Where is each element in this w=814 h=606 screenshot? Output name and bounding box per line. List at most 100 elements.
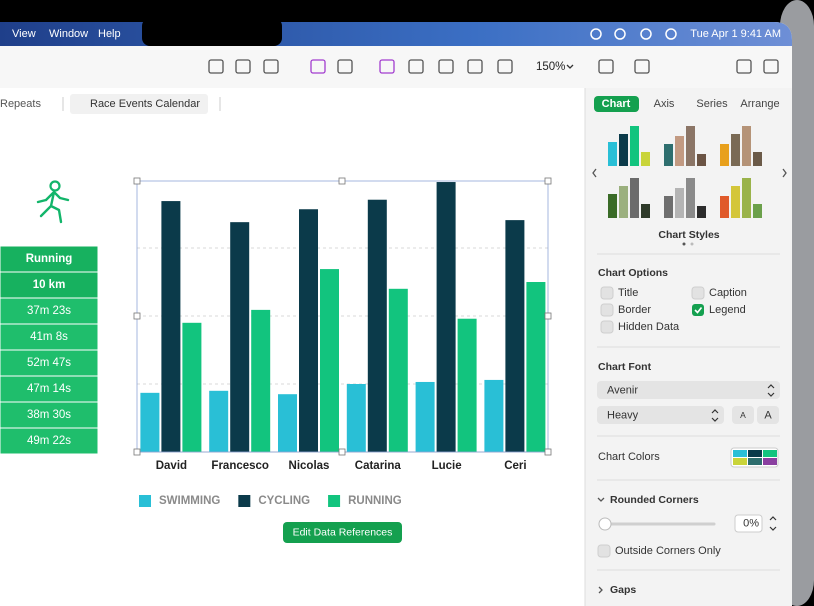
bar[interactable] <box>230 222 250 452</box>
sheet-tab[interactable]: Repeats <box>0 98 41 110</box>
toolbar-button[interactable] <box>337 59 353 74</box>
style-thumb-bar[interactable] <box>664 196 673 218</box>
style-thumb-bar[interactable] <box>608 194 617 218</box>
toolbar-button[interactable] <box>235 59 251 74</box>
toolbar-button[interactable] <box>497 59 513 74</box>
selection-handle[interactable] <box>133 312 141 320</box>
style-thumb-bar[interactable] <box>630 178 639 218</box>
style-thumb-bar[interactable] <box>742 178 751 218</box>
style-thumb-bar[interactable] <box>686 178 695 218</box>
style-thumb-bar[interactable] <box>753 204 762 218</box>
toolbar-button[interactable] <box>263 59 279 74</box>
sidebar-tab[interactable]: Axis <box>654 98 675 110</box>
style-thumb-bar[interactable] <box>641 152 650 166</box>
toolbar-button[interactable] <box>438 59 454 74</box>
checkbox-label[interactable]: Outside Corners Only <box>615 545 721 557</box>
style-thumb-bar[interactable] <box>675 188 684 218</box>
selection-handle[interactable] <box>544 312 552 320</box>
size-button-label[interactable]: A <box>740 410 746 420</box>
checkbox[interactable] <box>600 320 614 334</box>
zoom[interactable]: 150% <box>536 61 565 73</box>
bar[interactable] <box>367 199 387 452</box>
checkbox[interactable] <box>597 544 611 558</box>
stepper[interactable] <box>769 516 777 531</box>
edit-data-button-label[interactable]: Edit Data References <box>293 526 393 538</box>
bar[interactable] <box>346 384 366 452</box>
bar[interactable] <box>140 392 160 452</box>
style-thumb-bar[interactable] <box>619 134 628 166</box>
bar[interactable] <box>299 209 318 452</box>
style-thumb-bar[interactable] <box>630 126 639 166</box>
toolbar-button[interactable] <box>379 59 395 74</box>
sidebar-tab[interactable]: Chart <box>602 98 631 110</box>
style-thumb-bar[interactable] <box>753 152 762 166</box>
checkbox-label[interactable]: Title <box>618 287 638 299</box>
toolbar-button[interactable] <box>598 59 614 74</box>
bar[interactable] <box>415 381 435 452</box>
style-thumb-bar[interactable] <box>720 196 729 218</box>
checkbox-label[interactable]: Caption <box>709 287 747 299</box>
slider-knob[interactable] <box>598 517 612 531</box>
edit-data-button[interactable] <box>283 522 402 543</box>
menu-item[interactable]: View <box>12 28 36 40</box>
style-thumb-bar[interactable] <box>697 206 706 218</box>
size-button[interactable] <box>757 406 779 424</box>
checkbox-label[interactable]: Border <box>618 304 651 316</box>
selection-handle[interactable] <box>133 448 141 456</box>
selection-handle[interactable] <box>133 177 141 185</box>
bar[interactable] <box>457 318 477 452</box>
style-thumb-bar[interactable] <box>641 204 650 218</box>
selection-handle[interactable] <box>338 177 346 185</box>
checkbox[interactable] <box>692 304 704 316</box>
toolbar-button[interactable] <box>310 59 326 74</box>
menu-item[interactable]: Window <box>49 28 88 40</box>
size-button[interactable] <box>732 406 754 424</box>
bar[interactable] <box>182 322 202 452</box>
sidebar-tab[interactable]: Series <box>696 98 728 110</box>
selection-handle[interactable] <box>338 448 346 456</box>
bar[interactable] <box>320 269 339 452</box>
selection-handle[interactable] <box>544 177 552 185</box>
style-thumb-bar[interactable] <box>686 126 695 166</box>
style-thumb-bar[interactable] <box>697 154 706 166</box>
checkbox[interactable] <box>691 286 705 300</box>
bar[interactable] <box>388 288 408 452</box>
style-thumb-bar[interactable] <box>675 136 684 166</box>
toolbar-button[interactable] <box>408 59 424 74</box>
bar[interactable] <box>436 182 456 453</box>
section-title[interactable]: Gaps <box>610 584 636 596</box>
bar[interactable] <box>251 309 271 452</box>
bar[interactable] <box>278 394 297 452</box>
style-thumb-bar[interactable] <box>720 144 729 166</box>
toolbar-button[interactable] <box>467 59 483 74</box>
toolbar-button[interactable] <box>763 59 779 74</box>
style-thumb-bar[interactable] <box>608 142 617 166</box>
sidebar-tab[interactable]: Arrange <box>740 98 779 110</box>
style-thumb-bar[interactable] <box>731 134 740 166</box>
weight-popup[interactable] <box>597 406 724 424</box>
checkbox[interactable] <box>600 303 614 317</box>
bar[interactable] <box>209 390 229 452</box>
style-thumb-bar[interactable] <box>619 186 628 218</box>
style-thumb-bar[interactable] <box>664 144 673 166</box>
menu-item[interactable]: Help <box>98 28 121 40</box>
size-button-label[interactable]: A <box>764 409 772 421</box>
section-title[interactable]: Rounded Corners <box>610 494 699 506</box>
value-field[interactable] <box>734 514 763 533</box>
style-thumb-bar[interactable] <box>731 186 740 218</box>
toolbar-button[interactable] <box>736 59 752 74</box>
weight-value[interactable]: Heavy <box>607 409 639 421</box>
font-popup[interactable] <box>597 381 780 399</box>
style-thumb-bar[interactable] <box>742 126 751 166</box>
toolbar-button[interactable] <box>208 59 224 74</box>
selection-handle[interactable] <box>544 448 552 456</box>
sheet-tab[interactable]: Race Events Calendar <box>90 98 200 110</box>
bar[interactable] <box>484 379 504 452</box>
checkbox-label[interactable]: Hidden Data <box>618 321 680 333</box>
toolbar-button[interactable] <box>634 59 650 74</box>
bar[interactable] <box>505 220 525 452</box>
bar[interactable] <box>161 201 181 452</box>
bar[interactable] <box>526 282 546 452</box>
font-value[interactable]: Avenir <box>607 384 638 396</box>
checkbox[interactable] <box>600 286 614 300</box>
